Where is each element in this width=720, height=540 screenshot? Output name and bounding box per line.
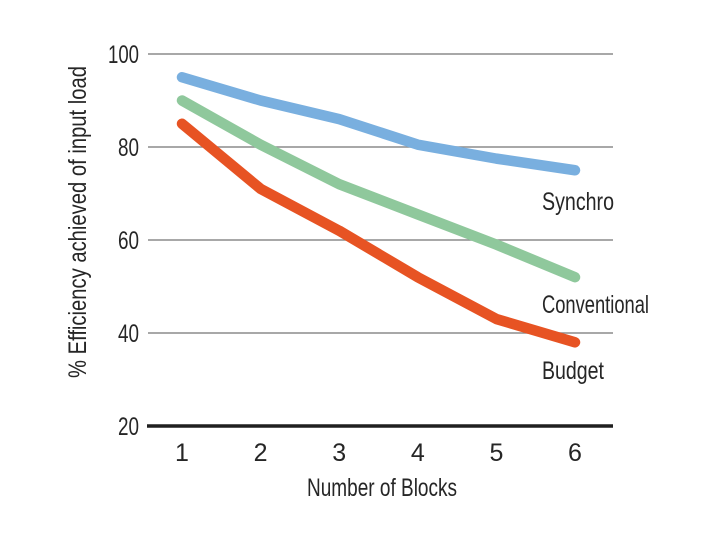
y-axis-title: % Efficiency achieved of input load xyxy=(64,66,92,378)
x-tick-label-2: 2 xyxy=(254,439,268,467)
y-tick-label-60: 60 xyxy=(118,227,139,255)
y-tick-labels-group: 100 80 60 40 20 xyxy=(108,41,139,441)
x-axis-title: Number of Blocks xyxy=(307,474,457,502)
series-line-synchro xyxy=(176,72,581,176)
series-lines-group xyxy=(176,72,581,348)
x-tick-label-6: 6 xyxy=(568,439,582,467)
y-tick-label-40: 40 xyxy=(118,320,139,348)
series-label-conventional: Conventional xyxy=(542,291,649,319)
x-tick-labels-group: 1 2 3 4 5 6 xyxy=(175,439,582,467)
y-tick-label-20: 20 xyxy=(118,413,139,441)
x-tick-label-3: 3 xyxy=(332,439,346,467)
x-tick-label-5: 5 xyxy=(489,439,503,467)
series-line-conventional xyxy=(176,95,581,283)
x-tick-label-1: 1 xyxy=(175,439,189,467)
series-label-budget: Budget xyxy=(542,357,604,385)
series-label-synchro: Synchro xyxy=(542,188,614,216)
x-tick-label-4: 4 xyxy=(411,439,425,467)
series-line-budget xyxy=(176,118,581,348)
y-tick-label-80: 80 xyxy=(118,134,139,162)
y-tick-label-100: 100 xyxy=(108,41,139,69)
